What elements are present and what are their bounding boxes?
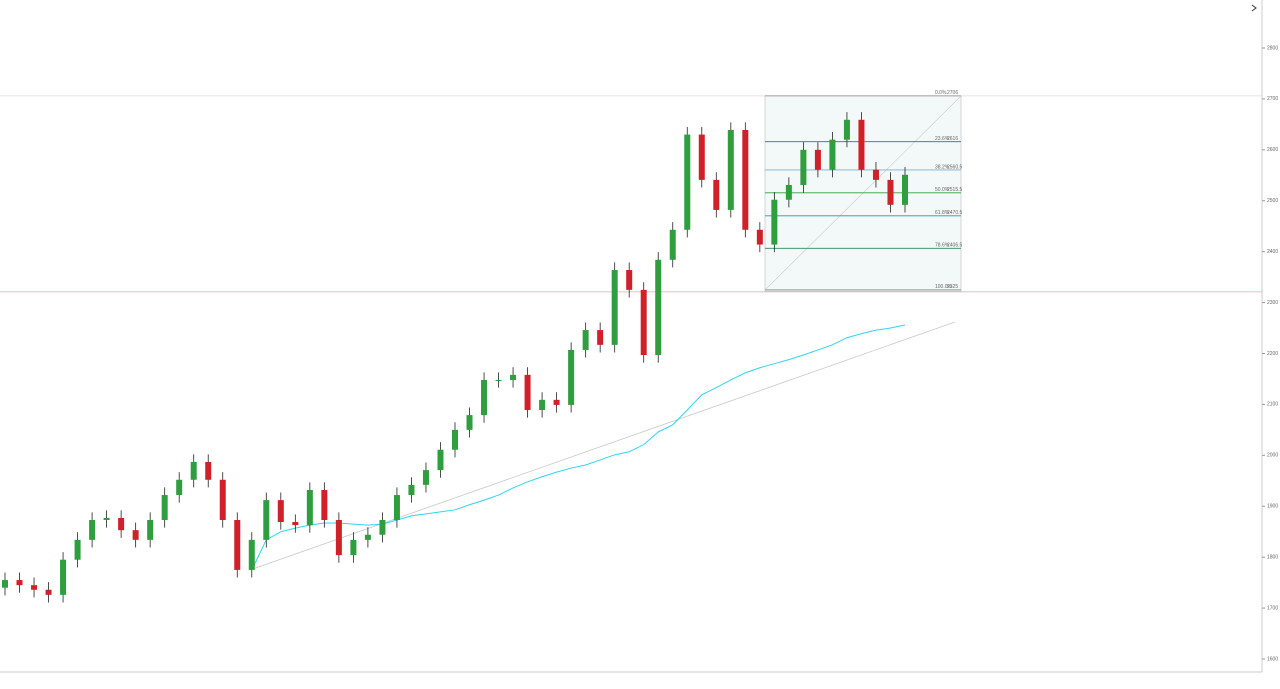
candle-body [843,119,850,140]
candle-body [756,229,763,245]
fib-price: 2560.5 [947,164,963,170]
candle-body [742,129,749,230]
candle-body [306,489,313,526]
candle-body [887,179,894,205]
candle-body [103,517,110,520]
candle-body [350,539,357,556]
fib-label: 0.0% [935,90,947,96]
y-tick-label: 2100 [1267,402,1278,408]
fib-label: 61.8% [935,210,950,216]
candle-body [597,330,604,345]
candle-body [640,289,647,356]
fib-price: 2616 [947,136,958,142]
fib-price: 2406.5 [947,243,963,249]
candle-body [147,519,154,540]
candle-body [335,519,342,556]
fib-label: 38.2% [935,164,950,170]
candle-body [393,495,400,520]
candle-body [161,495,168,520]
y-tick-label: 2400 [1267,249,1278,255]
candle-body [902,174,908,205]
y-tick-label: 1600 [1267,656,1278,662]
candle-body [553,399,560,405]
candle-body [60,559,67,595]
candle-body [858,119,865,170]
candle-body [234,519,241,570]
fib-price: 2325 [947,284,958,290]
candle-body [364,534,371,540]
y-tick-label: 2700 [1267,96,1278,102]
collapse-icon[interactable] [1251,4,1257,12]
candle-body [495,379,502,381]
y-tick-label: 2000 [1267,453,1278,459]
fib-price: 2515.5 [947,187,963,193]
candle-body [219,479,226,520]
fib-price: 2706 [947,90,958,96]
candle-body [698,134,705,180]
y-tick-label: 2600 [1267,147,1278,153]
y-tick-label: 2300 [1267,300,1278,306]
candle-body [814,149,821,170]
candle-body [626,269,633,290]
candle-body [800,149,807,185]
y-tick-label: 1800 [1267,554,1278,560]
candle-body [205,461,212,480]
candle-body [872,169,879,180]
candle-body [422,470,429,485]
candle-body [277,500,284,523]
candle-body [176,479,183,496]
candle-body [611,269,618,345]
fib-label: 50.0% [935,187,950,193]
moving-average [251,324,906,571]
candle-body [263,500,270,540]
candle-body [727,129,734,210]
candle-body [190,461,197,480]
candle-body [437,449,444,471]
candle-body [829,139,836,170]
candle-body [684,134,691,230]
candle-body [771,199,778,245]
candle-body [582,330,589,350]
candle-body [89,519,96,540]
candle-body [539,399,546,411]
candle-body [713,179,720,210]
fib-price: 2470.5 [947,210,963,216]
candle-body [510,374,517,380]
candle-body [481,379,488,416]
candle-body [321,489,328,520]
fib-label: 23.6% [935,136,950,142]
candle-body [785,184,792,200]
candle-body [466,415,473,430]
candle-body [655,259,662,356]
candle-body [568,349,575,405]
candle-body [45,589,52,595]
y-tick-label: 2200 [1267,351,1278,357]
candle-body [74,539,81,560]
fib-label: 78.6% [935,243,950,249]
candle-body [16,580,23,586]
candle-body [292,522,299,526]
candle-body [31,585,38,590]
candle-body [669,229,676,260]
trend-line [249,321,956,571]
y-tick-label: 2500 [1267,198,1278,204]
y-tick-label: 1700 [1267,605,1278,611]
candle-body [452,429,458,450]
y-tick-label: 1900 [1267,504,1278,510]
candle-body [2,580,8,588]
y-tick-label: 2800 [1267,45,1278,51]
candle-body [524,374,531,411]
candle-body [379,519,386,535]
candle-body [408,484,415,496]
candle-body [132,530,139,540]
candle-body [248,539,255,570]
candle-body [118,517,125,531]
fib-label: 100.0% [935,284,953,290]
